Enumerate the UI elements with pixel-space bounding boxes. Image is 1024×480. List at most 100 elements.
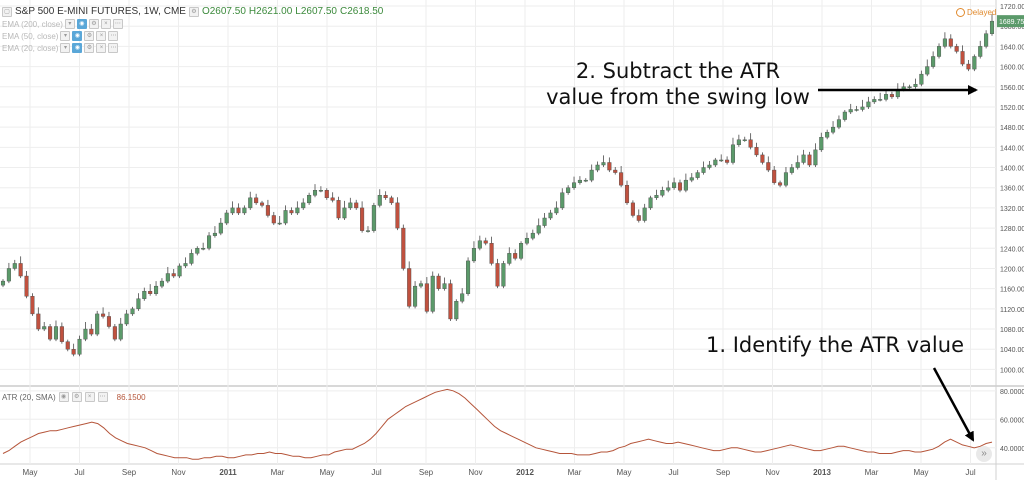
close-icon[interactable]: × xyxy=(96,31,107,41)
settings-icon[interactable]: ⚙ xyxy=(84,31,95,41)
candle-body xyxy=(513,253,518,259)
y-tick-label: 1680.00 xyxy=(1000,24,1024,31)
candle-body xyxy=(683,179,688,191)
more-icon[interactable]: ⋯ xyxy=(112,19,123,29)
candle-body xyxy=(101,313,106,317)
candle-body xyxy=(24,275,29,297)
candle-body xyxy=(583,179,588,182)
dropdown-icon[interactable]: ▾ xyxy=(64,19,75,29)
candle-body xyxy=(742,139,747,141)
close-icon[interactable]: × xyxy=(100,19,111,29)
candle-body xyxy=(336,200,341,219)
scroll-to-realtime-button[interactable]: » xyxy=(976,446,992,462)
candle-body xyxy=(630,202,635,216)
candle-body xyxy=(848,109,853,113)
candle-body xyxy=(866,101,871,108)
candle-body xyxy=(960,51,965,65)
candle-body xyxy=(872,99,877,103)
candle-body xyxy=(30,296,35,315)
candle-body xyxy=(271,215,276,224)
candle-body xyxy=(536,225,541,234)
candle-body xyxy=(507,253,512,264)
candle-body xyxy=(348,202,353,209)
delayed-label: Delayed xyxy=(967,8,997,17)
settings-icon[interactable]: ⚙ xyxy=(188,6,199,17)
close-icon[interactable]: × xyxy=(96,43,107,53)
candle-body xyxy=(572,182,577,188)
candle-body xyxy=(118,323,123,340)
candle-body xyxy=(825,131,830,138)
candlestick-series xyxy=(0,14,995,357)
candle-body xyxy=(666,187,671,191)
candle-body xyxy=(736,139,741,146)
chart-legend: ▢ S&P 500 E-MINI FUTURES, 1W, CME ⚙ O260… xyxy=(2,6,383,53)
candle-body xyxy=(624,184,630,204)
annotation-step-1: 1. Identify the ATR value xyxy=(706,333,964,357)
candle-body xyxy=(654,195,659,199)
candle-body xyxy=(112,326,117,340)
candle-body xyxy=(542,217,547,226)
y-tick-label: 1320.00 xyxy=(1000,206,1024,213)
candle-body xyxy=(377,195,382,206)
atr-y-tick-label: 40.0000 xyxy=(1000,446,1024,453)
indicator-ema-200[interactable]: EMA (200, close) ▾ ◉ ⚙ × ⋯ xyxy=(2,19,383,29)
atr-legend: ATR (20, SMA) ◉ ⚙ × ⋯ 86.1500 xyxy=(2,392,146,402)
candle-body xyxy=(154,285,159,294)
atr-y-tick-label: 60.0000 xyxy=(1000,417,1024,424)
delayed-badge[interactable]: Delayed xyxy=(956,8,996,17)
x-tick-label: Sep xyxy=(122,468,137,477)
candle-body xyxy=(289,210,294,214)
dropdown-icon[interactable]: ▾ xyxy=(60,31,71,41)
x-tick-label: Jul xyxy=(668,468,678,477)
settings-icon[interactable]: ⚙ xyxy=(88,19,99,29)
eye-icon[interactable]: ◉ xyxy=(72,43,83,53)
more-icon[interactable]: ⋯ xyxy=(108,31,119,41)
more-icon[interactable]: ⋯ xyxy=(108,43,119,53)
symbol-title: S&P 500 E-MINI FUTURES, 1W, CME xyxy=(15,6,186,17)
candle-body xyxy=(942,38,947,47)
candle-body xyxy=(813,149,818,166)
atr-series xyxy=(2,388,993,460)
x-tick-label: Mar xyxy=(865,468,879,477)
candle-body xyxy=(59,326,64,342)
close-icon[interactable]: × xyxy=(84,392,95,402)
candle-body xyxy=(183,263,188,267)
legend-toggle-icon[interactable]: ▢ xyxy=(2,6,12,17)
indicator-ema-50[interactable]: EMA (50, close) ▾ ◉ ⚙ × ⋯ xyxy=(2,31,383,41)
candle-body xyxy=(413,285,418,307)
eye-icon[interactable]: ◉ xyxy=(76,19,87,29)
settings-icon[interactable]: ⚙ xyxy=(84,43,95,53)
eye-icon[interactable]: ◉ xyxy=(58,392,69,402)
settings-icon[interactable]: ⚙ xyxy=(71,392,82,402)
y-tick-label: 1440.00 xyxy=(1000,145,1024,152)
y-tick-label: 1000.00 xyxy=(1000,367,1024,374)
candle-body xyxy=(224,212,229,224)
candle-body xyxy=(948,38,953,47)
candle-body xyxy=(212,232,217,236)
candle-body xyxy=(65,341,70,350)
candle-body xyxy=(230,207,235,214)
candle-body xyxy=(201,248,206,250)
more-icon[interactable]: ⋯ xyxy=(97,392,108,402)
y-tick-label: 1040.00 xyxy=(1000,347,1024,354)
candle-body xyxy=(77,338,82,355)
candle-body xyxy=(695,172,700,178)
candle-body xyxy=(248,197,253,209)
x-tick-label: 2013 xyxy=(813,468,831,477)
annotation-step-2: 2. Subtract the ATR value from the swing… xyxy=(538,58,818,110)
dropdown-icon[interactable]: ▾ xyxy=(60,43,71,53)
eye-icon[interactable]: ◉ xyxy=(72,31,83,41)
indicator-ema-20[interactable]: EMA (20, close) ▾ ◉ ⚙ × ⋯ xyxy=(2,43,383,53)
y-tick-label: 1640.00 xyxy=(1000,44,1024,51)
x-tick-label: May xyxy=(616,468,631,477)
candle-body xyxy=(730,144,736,163)
candle-body xyxy=(677,182,683,191)
x-tick-label: Jul xyxy=(74,468,84,477)
candle-body xyxy=(124,313,129,325)
y-tick-label: 1280.00 xyxy=(1000,226,1024,233)
x-tick-label: May xyxy=(913,468,928,477)
candle-body xyxy=(884,94,889,100)
y-tick-label: 1560.00 xyxy=(1000,85,1024,92)
candle-body xyxy=(548,212,553,219)
